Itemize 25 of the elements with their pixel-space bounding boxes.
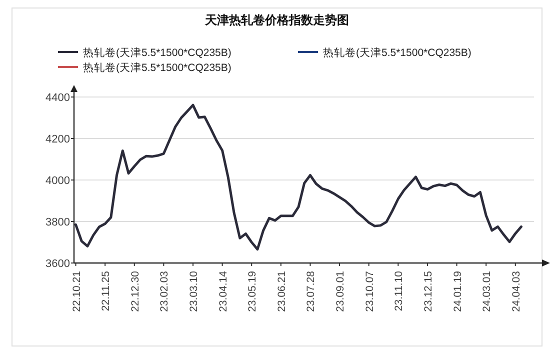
x-tick-label: 23.11.10 xyxy=(393,270,406,312)
x-tick-label: 24.03.01 xyxy=(481,270,494,312)
y-tick-label: 3800 xyxy=(46,216,70,228)
x-tick-label: 23.02.03 xyxy=(158,270,171,312)
x-tick-label: 24.04.03 xyxy=(510,270,522,312)
x-tick-label: 22.12.30 xyxy=(129,270,142,312)
y-tick-label: 3600 xyxy=(46,258,70,270)
title: 天津热轧卷价格指数走势图 xyxy=(205,13,349,27)
x-tick-label: 23.10.07 xyxy=(364,270,376,312)
x-tick-label: 24.01.19 xyxy=(452,270,464,312)
x-tick-label: 23.07.28 xyxy=(305,270,318,312)
legend-label: 热轧卷(天津5.5*1500*CQ235B) xyxy=(83,61,232,74)
x-tick-label: 23.12.15 xyxy=(422,270,434,312)
x-tick-label: 23.09.01 xyxy=(334,270,347,312)
x-tick-label: 23.06.21 xyxy=(276,270,288,312)
x-tick-label: 22.11.25 xyxy=(100,270,112,312)
y-tick-label: 4000 xyxy=(46,175,70,187)
x-tick-label: 23.04.14 xyxy=(217,270,230,312)
x-tick-label: 23.05.19 xyxy=(246,270,259,312)
x-tick-label: 23.03.10 xyxy=(188,270,200,312)
x-tick-label: 22.10.21 xyxy=(70,270,83,312)
legend-label: 热轧卷(天津5.5*1500*CQ235B) xyxy=(323,46,472,59)
y-tick-label: 4200 xyxy=(46,134,70,146)
y-tick-label: 4400 xyxy=(46,92,70,104)
legend-label: 热轧卷(天津5.5*1500*CQ235B) xyxy=(83,46,232,59)
